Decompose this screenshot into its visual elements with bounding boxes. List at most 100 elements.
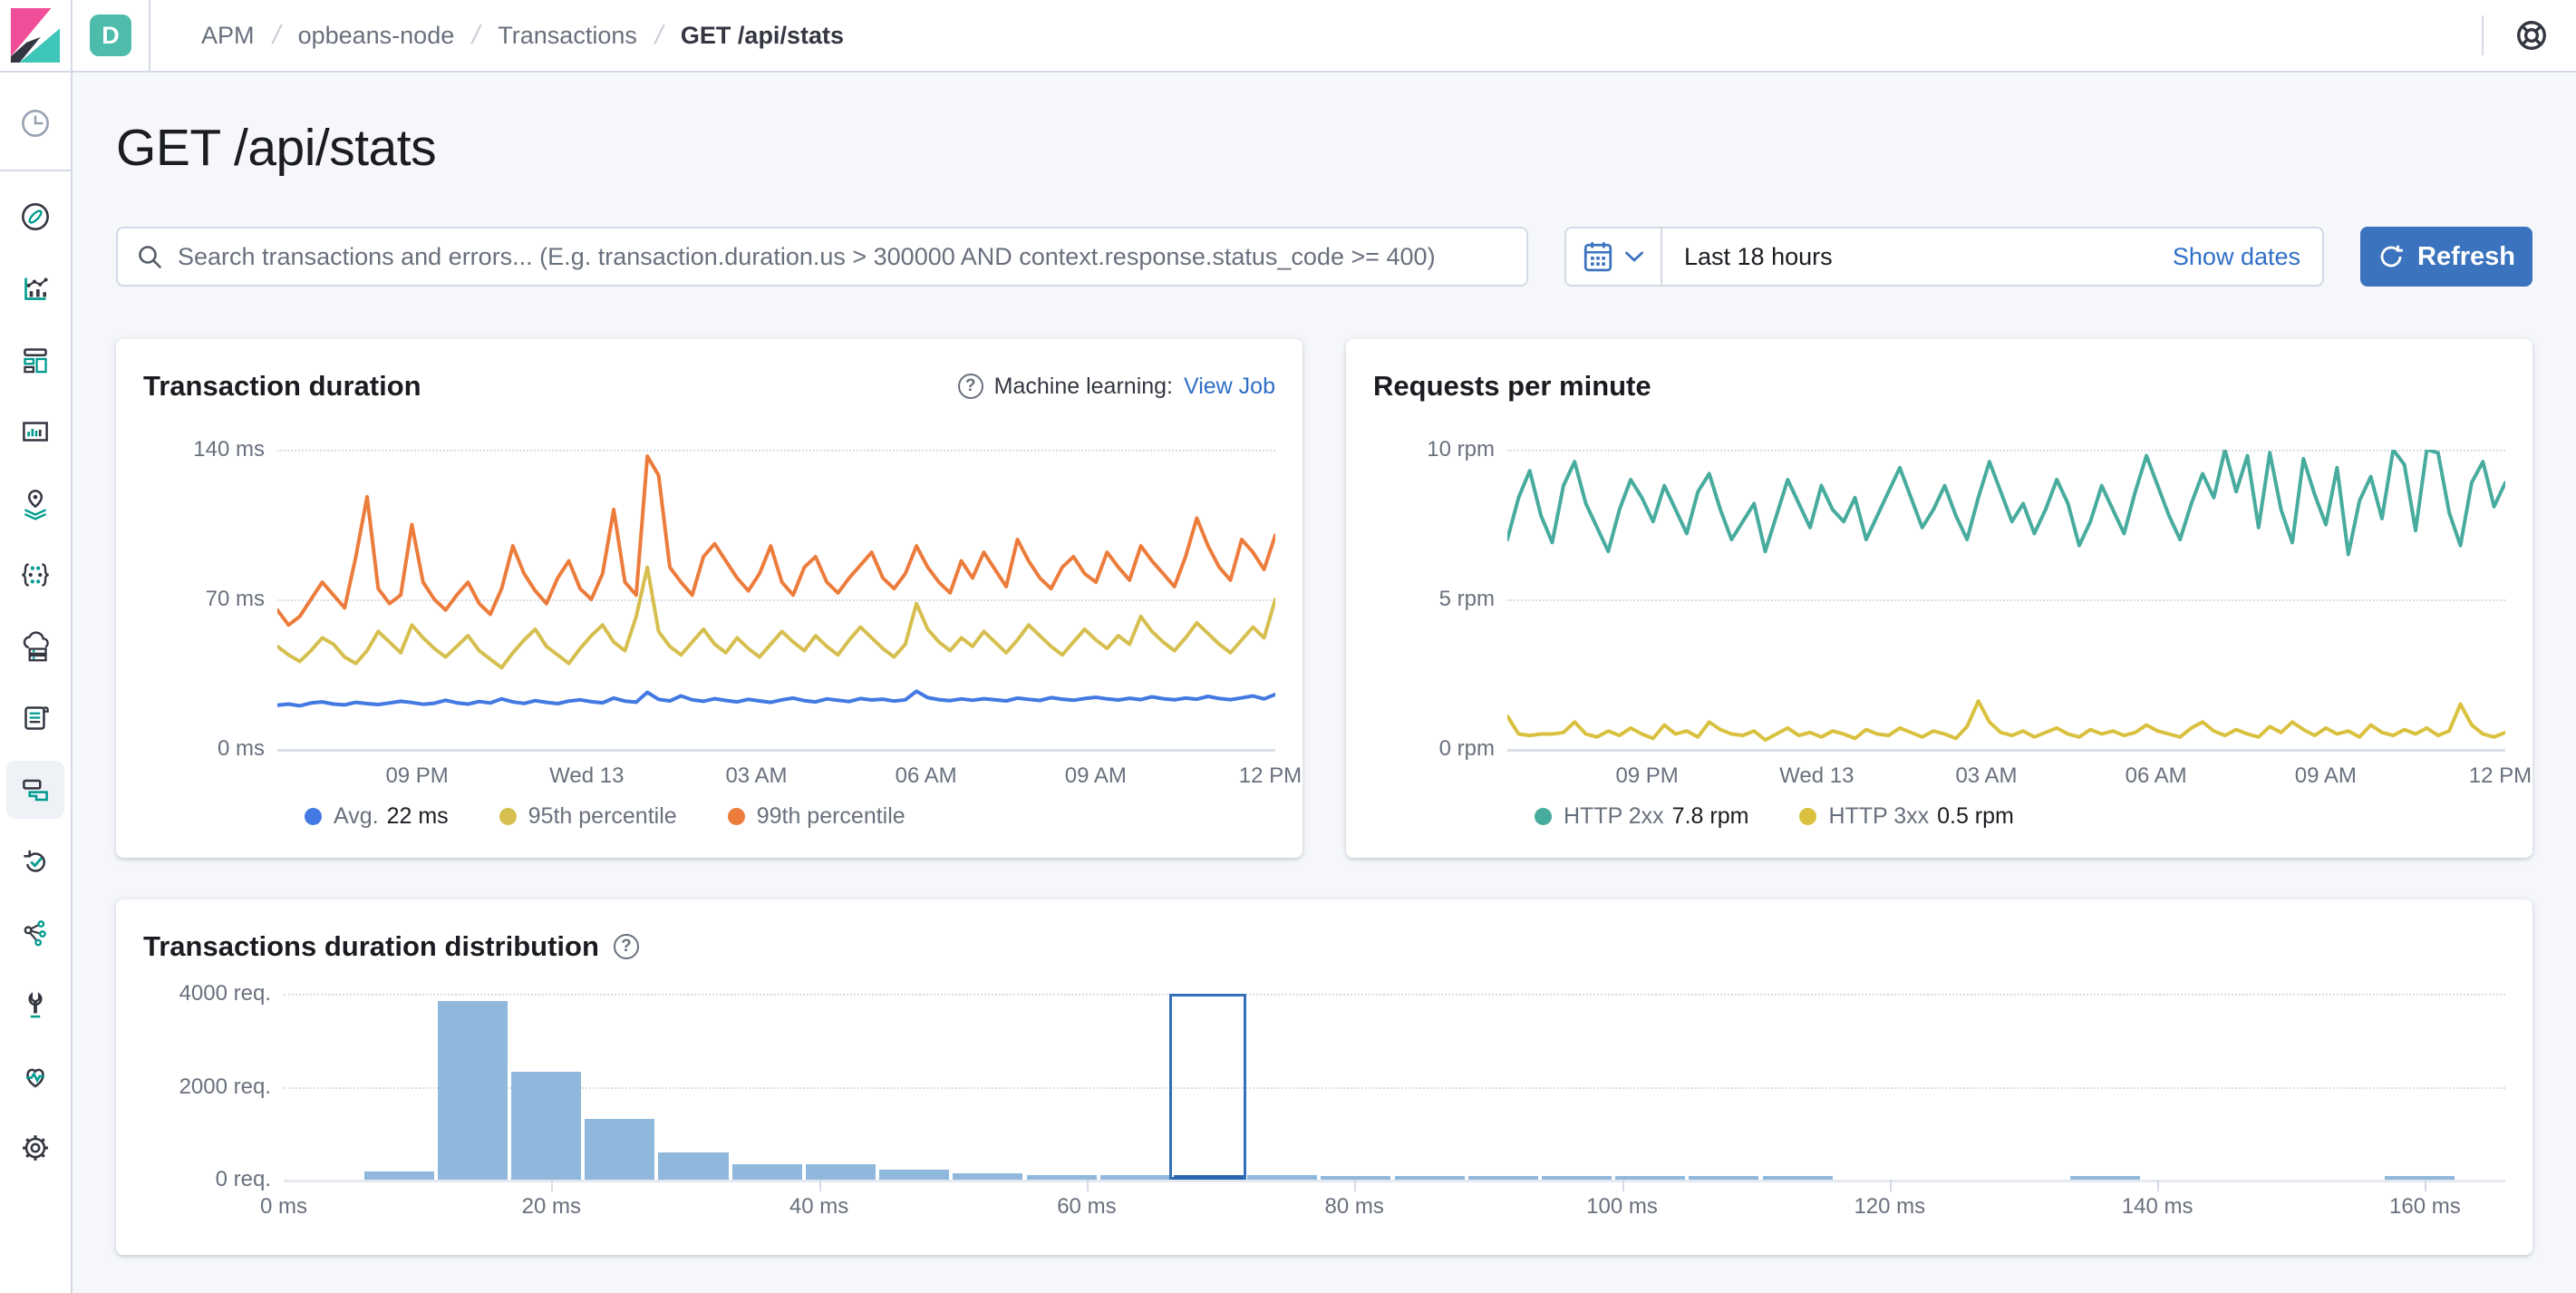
sidebar-item-machine-learning[interactable] xyxy=(6,546,64,604)
gridline xyxy=(1507,450,2505,452)
x-tick-label: 06 AM xyxy=(895,763,957,788)
breadcrumb-item[interactable]: APM xyxy=(201,21,255,49)
breadcrumb-item[interactable]: opbeans-node xyxy=(297,21,455,49)
sidebar-item-management[interactable] xyxy=(6,1119,64,1177)
breadcrumb-item[interactable]: Transactions xyxy=(498,21,637,49)
refresh-icon xyxy=(2380,245,2403,267)
legend-value: 0.5 rpm xyxy=(1937,803,2014,829)
histogram-bar[interactable] xyxy=(1099,1175,1170,1180)
histogram-bar[interactable] xyxy=(1467,1175,1538,1180)
histogram-bar[interactable] xyxy=(2385,1175,2455,1180)
histogram-bar-selected[interactable] xyxy=(1173,1174,1244,1180)
x-tick-mark xyxy=(1354,1180,1357,1191)
duration-distribution-chart[interactable]: 0 ms 20 ms 40 ms 60 ms 80 ms 100 ms 120 ms 140 … xyxy=(260,994,2505,1219)
space-badge[interactable]: D xyxy=(90,15,131,56)
date-picker-calendar-button[interactable] xyxy=(1566,228,1662,285)
x-tick-label: 12 PM xyxy=(2468,763,2532,788)
histogram-bar[interactable] xyxy=(511,1072,582,1180)
sidebar-item-uptime[interactable] xyxy=(6,832,64,890)
histogram-bar[interactable] xyxy=(1321,1175,1391,1180)
legend-item[interactable]: HTTP 2xx 7.8 rpm xyxy=(1535,803,1748,830)
show-dates-link[interactable]: Show dates xyxy=(2172,242,2300,270)
legend-item[interactable]: 99th percentile xyxy=(727,803,905,830)
breadcrumb-separator: / xyxy=(652,20,666,50)
x-tick-label: 160 ms xyxy=(2389,1194,2461,1219)
help-circle-icon[interactable]: ? xyxy=(613,934,639,959)
sidebar-item-logs[interactable] xyxy=(6,689,64,747)
canvas-icon xyxy=(23,422,48,442)
histogram-bar[interactable] xyxy=(805,1164,876,1180)
help-menu[interactable] xyxy=(2482,15,2549,55)
series-99th-percentile xyxy=(277,454,1275,627)
sidebar-item-dev-tools[interactable] xyxy=(6,976,64,1034)
histogram-bar[interactable] xyxy=(1541,1175,1612,1180)
requests-per-minute-chart[interactable]: 09 PM Wed 13 03 AM 06 AM 09 AM 12 PM xyxy=(1507,450,2532,788)
x-tick-label: 03 AM xyxy=(1955,763,2018,788)
chevron-down-icon xyxy=(1625,251,1643,262)
histogram-bar[interactable] xyxy=(1615,1175,1686,1180)
histogram-bar[interactable] xyxy=(879,1170,950,1180)
infra-icon xyxy=(23,631,49,662)
selected-bucket-outline xyxy=(1168,994,1247,1180)
search-input[interactable] xyxy=(178,242,1516,271)
monitoring-icon xyxy=(26,1068,44,1088)
legend-label: HTTP 2xx xyxy=(1564,803,1664,829)
baseline xyxy=(277,749,1275,752)
x-tick-label: 12 PM xyxy=(1238,763,1303,788)
legend-dot xyxy=(499,808,517,825)
sidebar-item-visualize[interactable] xyxy=(6,259,64,317)
histogram-bar[interactable] xyxy=(731,1163,802,1180)
apm-icon xyxy=(23,779,48,802)
sidebar-item-apm[interactable] xyxy=(6,761,64,819)
x-tick-label: 120 ms xyxy=(1854,1194,1926,1219)
histogram-bar[interactable] xyxy=(1026,1175,1097,1180)
help-circle-icon[interactable]: ? xyxy=(957,374,983,399)
sidebar-item-stack-monitoring[interactable] xyxy=(6,1047,64,1105)
x-tick-label: 20 ms xyxy=(521,1194,581,1219)
legend-item[interactable]: HTTP 3xx 0.5 rpm xyxy=(1799,803,2014,830)
histogram-bar[interactable] xyxy=(1247,1175,1318,1180)
view-job-link[interactable]: View Job xyxy=(1184,373,1275,399)
date-picker[interactable]: Last 18 hours Show dates xyxy=(1564,227,2324,287)
legend-label: 95th percentile xyxy=(528,803,677,829)
charts-row: Transaction duration ? Machine learning:… xyxy=(116,339,2532,858)
machine-learning-group: ? Machine learning: View Job xyxy=(957,373,1275,400)
sidebar-item-graph[interactable] xyxy=(6,904,64,962)
transaction-duration-chart[interactable]: 09 PM Wed 13 03 AM 06 AM 09 AM 12 PM xyxy=(277,450,1302,788)
sidebar-divider xyxy=(0,170,72,171)
x-tick-mark xyxy=(1622,1180,1624,1191)
chart-legend: Avg. 22 ms 95th percentile 99th percentile xyxy=(305,803,1275,830)
date-range-label[interactable]: Last 18 hours xyxy=(1684,242,1833,270)
gridline xyxy=(284,994,2505,996)
sidebar-item-dashboard[interactable] xyxy=(6,331,64,389)
sidebar-item-canvas[interactable] xyxy=(6,403,64,461)
sidebar-item-infrastructure[interactable] xyxy=(6,617,64,676)
histogram-bar[interactable] xyxy=(585,1118,655,1180)
series-95th-percentile xyxy=(277,565,1275,670)
maps-icon xyxy=(24,490,47,520)
kibana-logo[interactable] xyxy=(0,0,73,71)
gridline xyxy=(284,1086,2505,1089)
histogram-bar[interactable] xyxy=(363,1171,434,1180)
legend-item[interactable]: Avg. 22 ms xyxy=(305,803,449,830)
histogram-bar[interactable] xyxy=(953,1173,1023,1180)
logs-icon xyxy=(24,706,49,730)
sidebar-item-discover[interactable] xyxy=(6,188,64,246)
refresh-button[interactable]: Refresh xyxy=(2360,227,2532,287)
breadcrumb-separator: / xyxy=(269,20,284,50)
x-tick-label: 09 AM xyxy=(2294,763,2357,788)
legend-dot xyxy=(1799,808,1817,825)
search-bar[interactable] xyxy=(116,227,1528,287)
histogram-bar[interactable] xyxy=(658,1152,729,1180)
space-selector[interactable]: D xyxy=(73,0,150,71)
sidebar-item-maps[interactable] xyxy=(6,474,64,532)
x-tick-label: 80 ms xyxy=(1324,1194,1384,1219)
histogram-bar[interactable] xyxy=(2070,1175,2141,1180)
histogram-bar[interactable] xyxy=(1394,1175,1465,1180)
sidebar-item-recently-viewed[interactable] xyxy=(6,94,64,152)
histogram-bar[interactable] xyxy=(1689,1175,1759,1180)
histogram-bar[interactable] xyxy=(437,1000,508,1180)
refresh-label: Refresh xyxy=(2417,241,2515,271)
legend-item[interactable]: 95th percentile xyxy=(499,803,677,830)
histogram-bar[interactable] xyxy=(1762,1175,1833,1180)
